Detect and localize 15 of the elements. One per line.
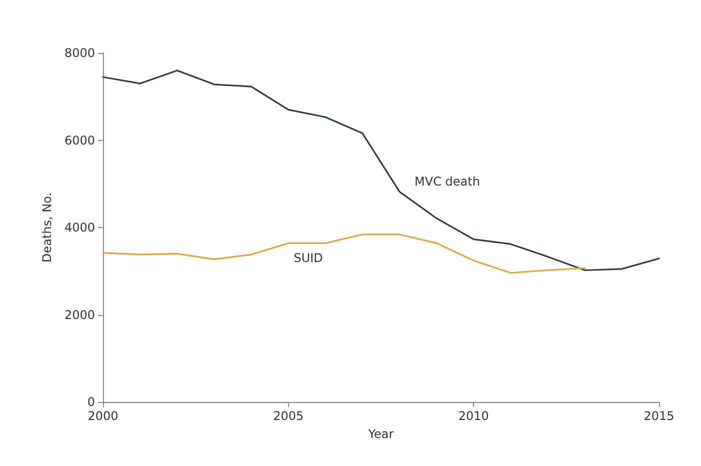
line-series (102, 234, 586, 274)
y-tick-label: 4000 (64, 220, 95, 234)
x-tick-label: 2010 (458, 409, 489, 423)
x-tick-label: 2015 (644, 409, 674, 423)
x-tick-label: 2000 (88, 409, 118, 423)
y-tick-label: 2000 (64, 308, 95, 322)
series-label: MVC death (414, 174, 480, 189)
y-tick-label: 0 (87, 395, 95, 409)
y-tick-label: 6000 (64, 133, 95, 148)
line-series (102, 70, 660, 272)
series-label: SUID (294, 251, 323, 266)
y-tick-label: 8000 (64, 46, 95, 60)
x-axis-title: Year (367, 427, 394, 441)
x-tick-label: 2005 (273, 409, 304, 423)
y-axis-title: Deaths, No. (40, 192, 54, 263)
